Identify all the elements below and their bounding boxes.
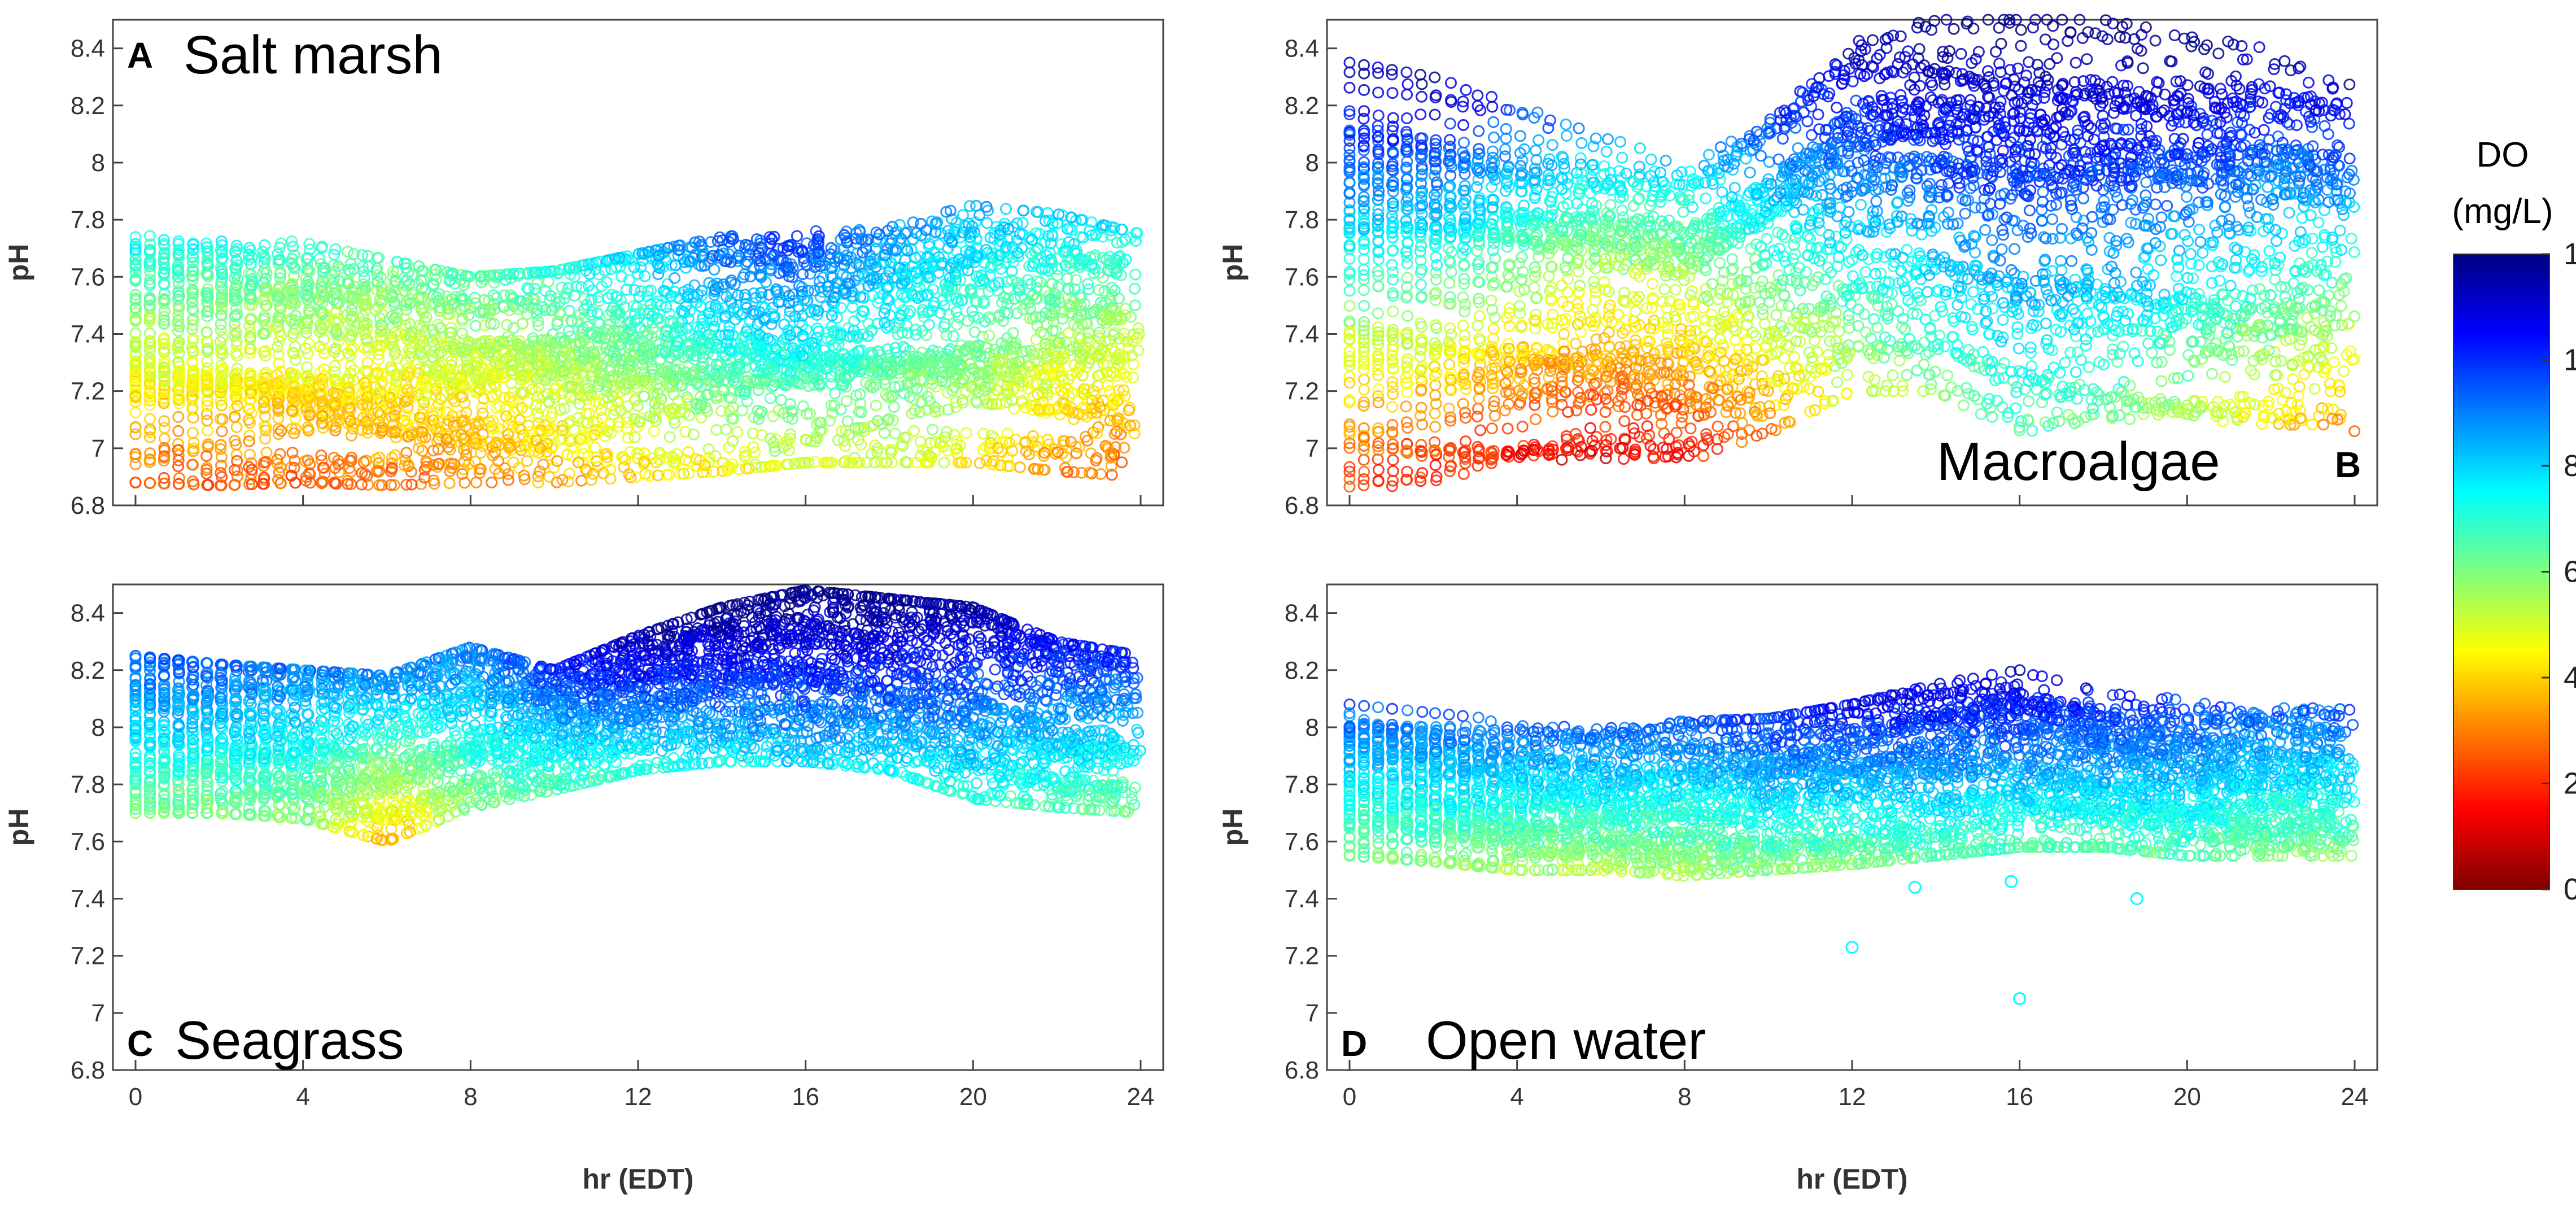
panel-a-point [398, 414, 411, 426]
panel-a-points [129, 199, 1145, 491]
panel-a-point [808, 378, 820, 391]
panel-a-ytick-label: 7 [91, 435, 105, 462]
panel-a-point [643, 470, 656, 482]
panel-a-point [923, 318, 935, 331]
panel-a-point [172, 438, 184, 450]
panel-a-point [708, 465, 720, 478]
panel-a-point [655, 243, 667, 255]
panel-a-point [158, 397, 170, 409]
panel-a: 6.8 7 7.2 7.4 7.6 7.8 8 8.2 8.4 pH A Salt marsh [3, 19, 1164, 519]
panel-a-ytick-label: 8.2 [71, 92, 105, 120]
panel-a-point [1016, 217, 1029, 229]
panel-a-point [1008, 403, 1020, 415]
panel-a-point [286, 447, 299, 459]
panel-a-point [595, 404, 607, 417]
panel-a-point [158, 388, 170, 400]
panel-a-ytick-label: 7.8 [71, 206, 105, 234]
panel-a-point [572, 412, 584, 424]
panel-a-point [739, 361, 752, 374]
panel-a-point [824, 414, 836, 427]
panel-a-point [977, 427, 990, 440]
panel-b: 6.877.27.47.67.888.28.4 pH Macroalgae B [1217, 14, 2378, 519]
panel-a-point [768, 230, 780, 243]
panel-a-point [1098, 414, 1111, 426]
panel-a-point [960, 456, 972, 469]
panel-a-point [940, 426, 953, 438]
panel-a-point [144, 391, 156, 403]
panel-a-title: Salt marsh [184, 25, 443, 85]
panel-a-point [907, 425, 920, 437]
panel-a-point [1011, 307, 1023, 320]
panel-a-point [960, 427, 972, 439]
panel-a-point [287, 405, 299, 418]
panel-a-point [244, 448, 256, 461]
panel-a-ytick-label: 7.2 [71, 378, 105, 405]
panel-a-point [534, 465, 546, 478]
panel-a-ytick-label: 7.4 [71, 320, 105, 348]
panel-a-point [732, 289, 744, 302]
panel-a-point [499, 404, 512, 416]
panel-a-point [1033, 228, 1046, 240]
panel-a-point [927, 424, 938, 436]
panel-a-ytick-label: 7.6 [71, 263, 105, 291]
panel-a-point [1092, 421, 1104, 434]
panel-a-point [144, 238, 156, 251]
panel-a-point [316, 454, 328, 466]
panel-a-ytick-label: 6.8 [71, 492, 105, 519]
panel-a-point [200, 408, 213, 420]
panel-a-letter: A [127, 35, 153, 76]
panel-a-point [962, 315, 974, 327]
panel-a-point [405, 465, 417, 478]
panel-a-ytick-label: 8.4 [71, 35, 105, 63]
panel-a-point [683, 467, 695, 479]
panel-a-point [1056, 312, 1069, 325]
panel-a-point [752, 404, 764, 417]
panel-a-point [564, 468, 575, 480]
panel-a-point [129, 238, 142, 250]
panel-a-point [755, 287, 767, 299]
panel-a-point [548, 461, 560, 474]
panel-a-ytick-label: 8 [91, 149, 105, 177]
panel-a-point [271, 340, 283, 353]
panel-a-ylabel: pH [3, 244, 34, 282]
